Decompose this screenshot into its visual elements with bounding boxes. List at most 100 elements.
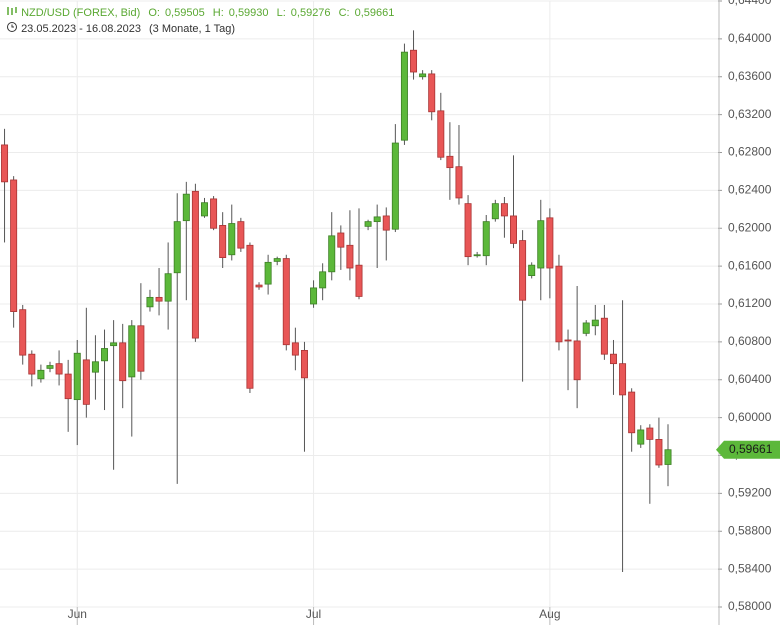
candle-body xyxy=(19,309,27,356)
candle-body xyxy=(555,265,563,343)
y-tick-label: 0,60400 xyxy=(728,372,772,386)
y-tick-label: 0,59200 xyxy=(728,486,772,500)
candle-body xyxy=(437,110,445,158)
chart-icon xyxy=(7,7,17,15)
stat-label: O: xyxy=(148,7,160,19)
candle-body xyxy=(491,203,499,220)
stat-label: H: xyxy=(212,7,224,19)
candle-body xyxy=(428,73,436,113)
candle-body xyxy=(46,365,54,369)
stat-label: L: xyxy=(276,7,286,19)
candle-body xyxy=(119,342,127,382)
y-tick-label: 0,64000 xyxy=(728,31,772,45)
candle-body xyxy=(155,296,163,302)
candle-body xyxy=(464,203,472,258)
y-tick-label: 0,60800 xyxy=(728,334,772,348)
stat-label: C: xyxy=(338,7,350,19)
candle-body xyxy=(355,264,363,297)
y-tick-label: 0,62800 xyxy=(728,145,772,159)
stat-value: 0,59505 xyxy=(164,7,205,19)
candle-body xyxy=(191,190,199,339)
header-line: NZD/USD (FOREX, Bid) O: 0,59505 H: 0,59930… xyxy=(6,6,399,21)
candle-body xyxy=(55,363,63,375)
last-price-label: 0,59661 xyxy=(729,442,773,456)
candle-body xyxy=(391,142,399,230)
candle-body xyxy=(609,353,617,365)
candle-body xyxy=(137,325,145,372)
candle-body xyxy=(364,221,372,227)
candle-body xyxy=(410,49,418,73)
candle-body xyxy=(255,284,263,288)
candle-body xyxy=(419,73,427,78)
candle-body xyxy=(201,202,208,217)
candle-body xyxy=(228,223,236,256)
candle-body xyxy=(182,193,190,222)
candle-body xyxy=(600,317,608,355)
candle-body xyxy=(282,258,290,346)
y-tick-label: 0,63200 xyxy=(728,107,772,121)
candle-body xyxy=(546,217,554,269)
candle-body xyxy=(37,369,45,380)
candle-body xyxy=(264,261,272,285)
y-tick-label: 0,62000 xyxy=(728,220,772,234)
candle-body xyxy=(664,449,672,465)
period-line: 23.05.2023 - 16.08.2023 (3 Monate, 1 Tag… xyxy=(6,21,399,37)
y-tick-label: 0,58800 xyxy=(728,523,772,537)
candle-body xyxy=(591,319,599,327)
candle-body xyxy=(273,258,281,262)
candle-body xyxy=(73,352,81,401)
candle-body xyxy=(482,221,490,257)
candle-body xyxy=(564,339,572,342)
candle-body xyxy=(446,155,454,169)
candle-body xyxy=(646,427,654,440)
candle-body xyxy=(82,359,90,405)
x-tick-label: Jun xyxy=(68,607,87,621)
candle-body xyxy=(310,287,318,305)
candle-body xyxy=(300,349,308,379)
candle-body xyxy=(319,271,327,289)
period: 23.05.2023 - 16.08.2023 xyxy=(21,23,141,35)
candle-body xyxy=(28,353,36,375)
candle-body xyxy=(573,340,581,381)
candle-body xyxy=(328,235,336,273)
period-note: (3 Monate, 1 Tag) xyxy=(149,23,236,35)
candle-body xyxy=(110,342,118,347)
x-tick-label: Aug xyxy=(539,607,560,621)
header: NZD/USD (FOREX, Bid) O: 0,59505 H: 0,59930… xyxy=(6,6,399,37)
candle-body xyxy=(346,244,354,269)
candle-body xyxy=(10,179,18,312)
y-tick-label: 0,61200 xyxy=(728,296,772,310)
candle-body xyxy=(173,221,181,274)
x-tick-label: Jul xyxy=(306,607,321,621)
candle-body xyxy=(455,166,463,199)
y-tick-label: 0,61600 xyxy=(728,258,772,272)
candle-body xyxy=(210,198,218,229)
stat-value: 0,59661 xyxy=(354,7,395,19)
candle-body xyxy=(500,203,508,217)
candle-body xyxy=(164,273,172,302)
candle-body xyxy=(146,296,154,308)
instrument: NZD/USD (FOREX, Bid) xyxy=(21,7,141,19)
candle-body xyxy=(1,144,9,183)
candle-body xyxy=(91,361,99,373)
y-tick-label: 0,58400 xyxy=(728,561,772,575)
candle-body xyxy=(400,51,408,141)
candle-body xyxy=(519,240,527,301)
candle-body xyxy=(473,254,481,257)
y-tick-label: 0,60000 xyxy=(728,410,772,424)
candle-body xyxy=(128,325,136,378)
candle-body xyxy=(637,429,645,445)
candle-body xyxy=(628,391,636,434)
candle-body xyxy=(655,439,663,466)
candle-body xyxy=(510,215,517,244)
y-tick-label: 0,64400 xyxy=(728,0,772,7)
candle-body xyxy=(237,221,245,249)
clock-icon xyxy=(7,22,17,32)
candle-body xyxy=(528,264,536,276)
candle-body xyxy=(619,363,627,396)
y-tick-label: 0,62400 xyxy=(728,183,772,197)
candle-body xyxy=(537,220,545,269)
candle-body xyxy=(373,216,381,223)
